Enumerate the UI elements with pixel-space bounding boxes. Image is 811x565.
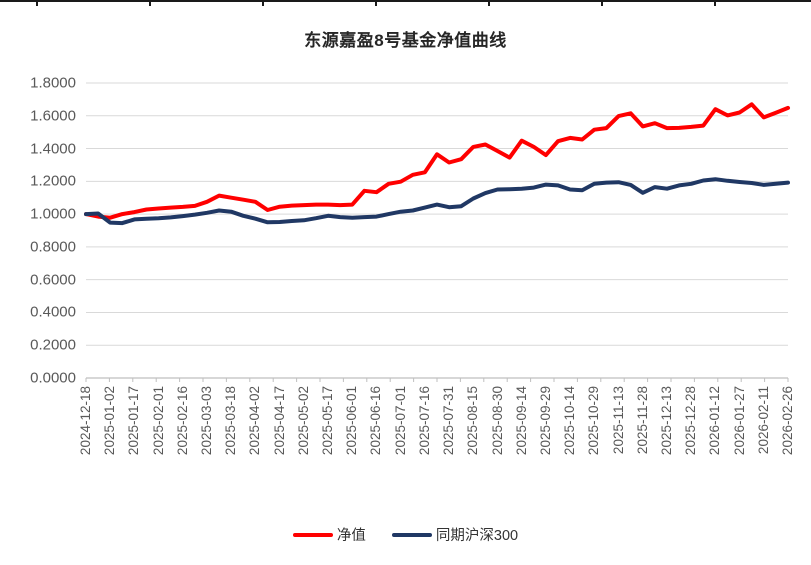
top-ruler bbox=[0, 0, 811, 6]
x-axis-label: 2025-08-30 bbox=[489, 386, 505, 456]
x-axis-label: 2025-05-02 bbox=[295, 386, 311, 456]
y-axis-label: 1.8000 bbox=[30, 74, 76, 92]
x-axis-label: 2025-12-28 bbox=[683, 386, 699, 456]
x-axis-label: 2025-01-02 bbox=[102, 386, 118, 456]
legend-swatch-benchmark-icon bbox=[391, 532, 432, 537]
x-axis-label: 2025-11-28 bbox=[634, 386, 650, 455]
x-axis-label: 2025-10-14 bbox=[562, 386, 578, 456]
y-axis-label: 1.2000 bbox=[30, 172, 76, 190]
ruler-tick bbox=[601, 2, 603, 6]
x-axis-label: 2025-12-13 bbox=[658, 386, 674, 456]
x-axis-label: 2025-09-29 bbox=[537, 386, 553, 456]
x-axis-label: 2025-04-17 bbox=[271, 386, 287, 456]
x-axis-label: 2025-07-16 bbox=[416, 386, 432, 456]
legend-swatch-netvalue-icon bbox=[292, 532, 333, 537]
x-axis-label: 2026-01-27 bbox=[731, 386, 747, 456]
x-axis-label: 2025-06-16 bbox=[368, 386, 384, 456]
ruler-tick bbox=[36, 2, 38, 6]
y-axis-label: 0.4000 bbox=[30, 303, 76, 321]
x-axis-label: 2025-03-18 bbox=[223, 386, 239, 456]
x-axis-label: 2025-08-15 bbox=[465, 386, 481, 456]
chart-title: 东源嘉盈8号基金净值曲线 bbox=[304, 31, 507, 50]
x-axis-label: 2026-02-26 bbox=[780, 386, 795, 456]
x-axis-label: 2025-11-13 bbox=[610, 386, 626, 455]
legend-item-netvalue: 净值 bbox=[292, 524, 366, 545]
y-axis-label: 1.0000 bbox=[30, 205, 76, 223]
legend-label-netvalue: 净值 bbox=[336, 528, 366, 544]
x-axis-label: 2025-03-03 bbox=[199, 386, 215, 456]
x-axis-label: 2026-01-12 bbox=[707, 386, 723, 456]
ruler-tick bbox=[714, 2, 716, 6]
x-axis-label: 2025-09-14 bbox=[513, 386, 529, 456]
legend-item-benchmark: 同期沪深300 bbox=[391, 524, 519, 545]
legend: 净值 同期沪深300 bbox=[0, 524, 811, 545]
x-axis-label: 2026-02-11 bbox=[755, 386, 771, 455]
y-axis-label: 1.6000 bbox=[30, 107, 76, 125]
ruler-tick bbox=[488, 2, 490, 6]
x-axis-label: 2024-12-18 bbox=[78, 386, 93, 456]
netvalue-line-series bbox=[84, 102, 790, 220]
ruler-tick bbox=[149, 2, 151, 6]
benchmark-line-series bbox=[84, 177, 790, 226]
y-axis-label: 0.2000 bbox=[30, 336, 76, 354]
ruler-tick bbox=[262, 2, 264, 6]
x-axis-label: 2025-01-17 bbox=[126, 386, 142, 456]
x-axis-label: 2025-02-01 bbox=[150, 386, 166, 456]
y-axis-label: 0.6000 bbox=[30, 271, 76, 289]
x-axis-label: 2025-02-16 bbox=[174, 386, 190, 456]
y-axis-label: 0.8000 bbox=[30, 238, 76, 256]
ruler-tick bbox=[375, 2, 377, 6]
x-axis-label: 2025-10-29 bbox=[586, 386, 602, 456]
y-axis-label: 0.0000 bbox=[30, 369, 76, 387]
x-axis-label: 2025-04-02 bbox=[247, 386, 263, 456]
legend-label-benchmark: 同期沪深300 bbox=[435, 528, 519, 544]
y-axis-label: 1.4000 bbox=[30, 140, 76, 158]
x-axis-label: 2025-07-01 bbox=[392, 386, 408, 456]
x-axis-label: 2025-07-31 bbox=[441, 386, 457, 456]
x-axis-label: 2025-05-17 bbox=[320, 386, 336, 456]
x-axis-label: 2025-06-01 bbox=[344, 386, 360, 456]
